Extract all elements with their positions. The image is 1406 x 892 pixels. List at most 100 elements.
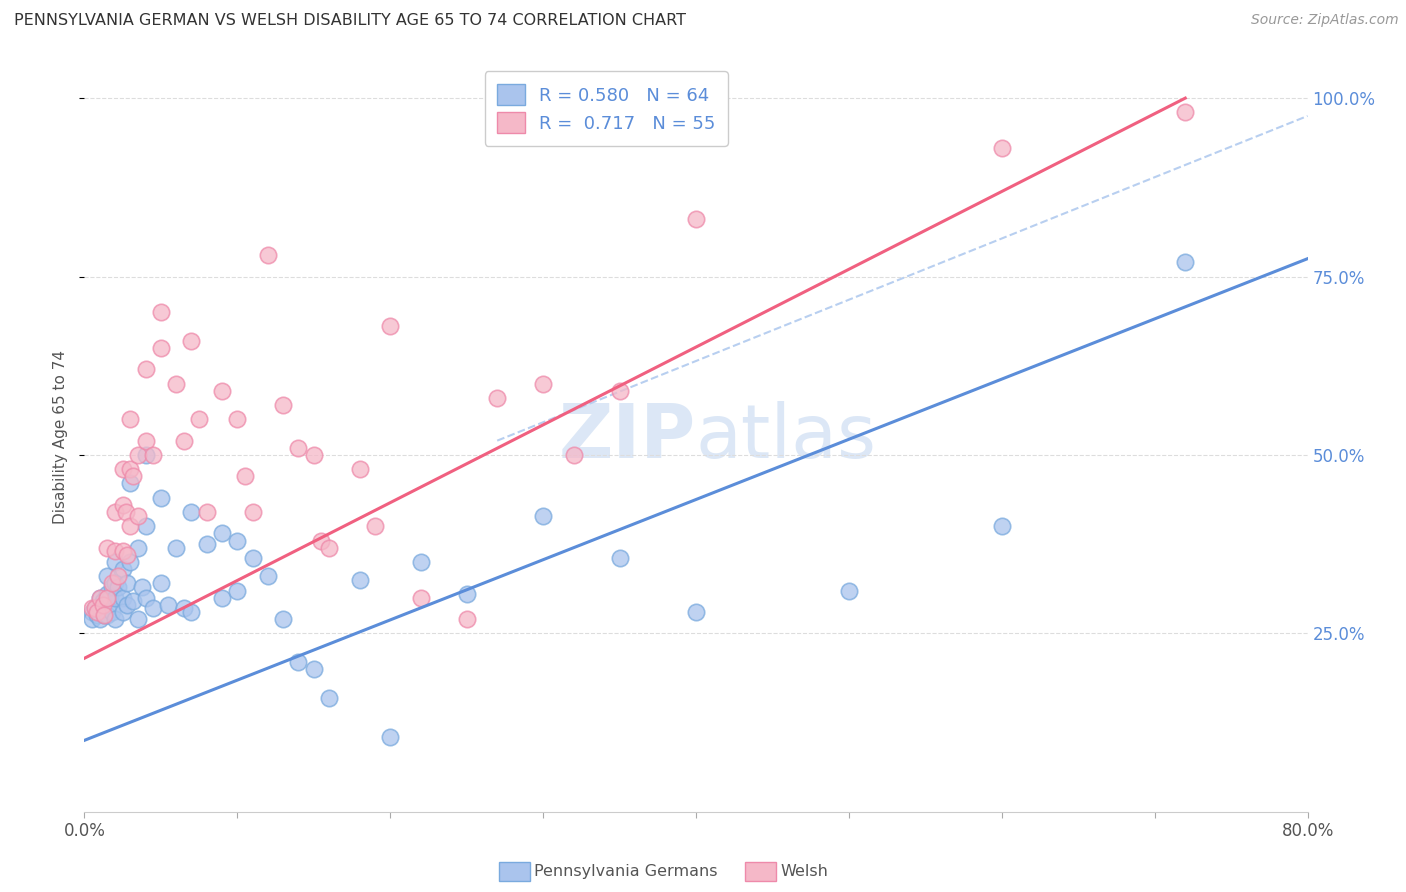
Point [226, 533, 249, 548]
Point [91, 598, 114, 612]
Point [93, 608, 115, 623]
Point [127, 612, 149, 626]
Point [609, 384, 631, 398]
Point [257, 569, 280, 583]
Point [89, 591, 111, 605]
Point [364, 519, 387, 533]
Point [142, 601, 165, 615]
Point [211, 384, 233, 398]
Point [101, 576, 124, 591]
Point [127, 541, 149, 555]
Point [101, 605, 124, 619]
Point [101, 580, 124, 594]
Point [120, 462, 142, 476]
Point [111, 562, 134, 576]
Point [562, 448, 585, 462]
Point [107, 569, 129, 583]
Point [318, 690, 340, 705]
Point [111, 605, 134, 619]
Point [242, 551, 264, 566]
Point [302, 662, 325, 676]
Point [409, 591, 432, 605]
Point [226, 583, 249, 598]
Point [96, 591, 118, 605]
Point [115, 548, 138, 562]
Point [609, 551, 631, 566]
Point [257, 248, 280, 262]
Point [111, 591, 134, 605]
Text: Pennsylvania Germans: Pennsylvania Germans [534, 864, 718, 879]
Point [531, 376, 554, 391]
Point [104, 555, 127, 569]
Point [104, 505, 127, 519]
Point [311, 533, 333, 548]
Point [409, 555, 432, 569]
Point [173, 601, 195, 615]
Text: atlas: atlas [696, 401, 877, 474]
Point [96, 587, 118, 601]
Point [96, 569, 118, 583]
Point [104, 544, 127, 558]
Point [287, 655, 309, 669]
Point [111, 462, 134, 476]
Point [127, 508, 149, 523]
Point [165, 376, 187, 391]
Point [89, 601, 111, 615]
Point [131, 580, 153, 594]
Text: ZIP: ZIP [558, 401, 696, 474]
Point [173, 434, 195, 448]
Point [115, 576, 138, 591]
Point [120, 476, 142, 491]
Point [271, 398, 294, 412]
Point [180, 605, 202, 619]
Point [195, 505, 218, 519]
Point [80, 605, 103, 619]
Point [180, 334, 202, 348]
Point [115, 598, 138, 612]
Point [838, 583, 860, 598]
Point [86, 608, 108, 623]
Point [111, 498, 134, 512]
Point [188, 412, 211, 426]
Point [226, 412, 249, 426]
Point [149, 341, 172, 355]
Point [349, 573, 371, 587]
Point [122, 469, 145, 483]
Point [104, 591, 127, 605]
Point [89, 591, 111, 605]
Point [84, 601, 107, 615]
Point [531, 508, 554, 523]
Point [456, 612, 478, 626]
Point [96, 541, 118, 555]
Point [135, 434, 157, 448]
Point [91, 594, 114, 608]
Point [380, 319, 402, 334]
Point [271, 612, 294, 626]
Point [302, 448, 325, 462]
Point [180, 505, 202, 519]
Point [84, 601, 107, 615]
Point [80, 601, 103, 615]
Point [80, 612, 103, 626]
Point [380, 730, 402, 744]
Point [135, 591, 157, 605]
Point [127, 448, 149, 462]
Point [149, 305, 172, 319]
Text: Source: ZipAtlas.com: Source: ZipAtlas.com [1251, 13, 1399, 28]
Point [349, 462, 371, 476]
Point [1174, 255, 1197, 269]
Point [1174, 105, 1197, 120]
Point [242, 505, 264, 519]
Point [456, 587, 478, 601]
Point [991, 519, 1014, 533]
Point [135, 362, 157, 376]
Point [135, 448, 157, 462]
Point [149, 576, 172, 591]
Point [318, 541, 340, 555]
Point [211, 591, 233, 605]
Point [165, 541, 187, 555]
Point [685, 605, 707, 619]
Point [96, 601, 118, 615]
Point [114, 505, 136, 519]
Point [86, 605, 108, 619]
